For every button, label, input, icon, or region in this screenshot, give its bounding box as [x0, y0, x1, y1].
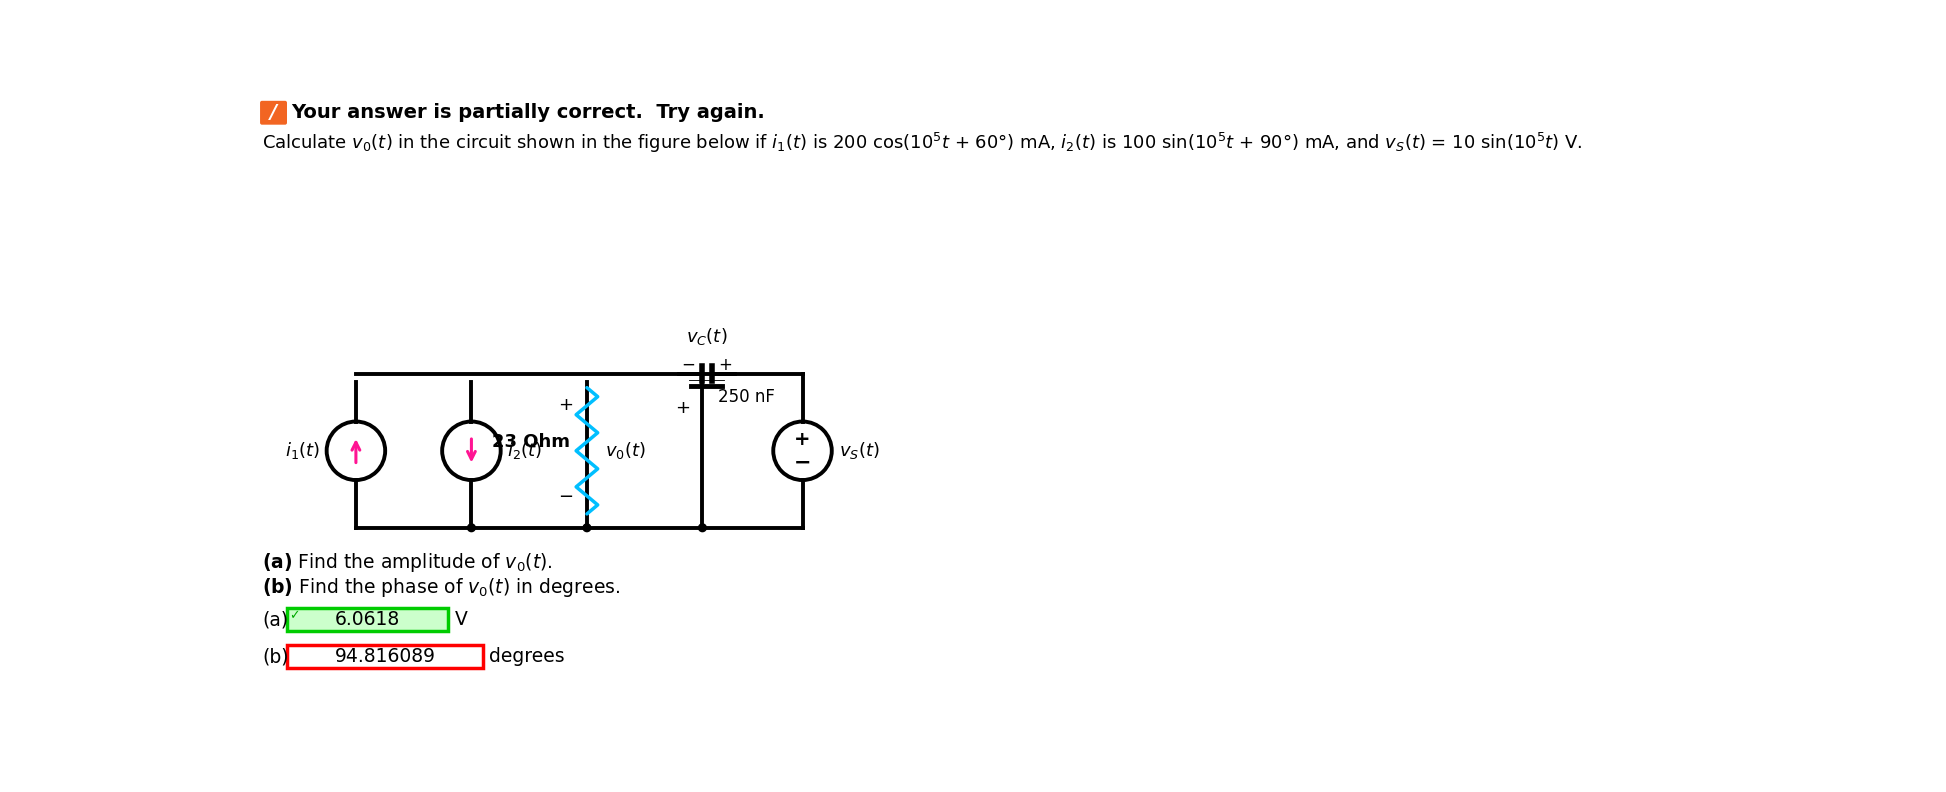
- Text: Calculate $v_0(t)$ in the circuit shown in the figure below if $i_1(t)$ is 200 c: Calculate $v_0(t)$ in the circuit shown …: [263, 131, 1582, 154]
- Text: +: +: [794, 430, 811, 449]
- Text: 94.816089: 94.816089: [335, 647, 436, 666]
- Text: +: +: [718, 356, 732, 374]
- Text: 250 nF: 250 nF: [718, 388, 775, 406]
- Text: −: −: [794, 452, 811, 473]
- Text: degrees: degrees: [488, 647, 564, 666]
- FancyBboxPatch shape: [286, 608, 448, 631]
- Text: $v_0(t)$: $v_0(t)$: [605, 440, 646, 461]
- Text: +: +: [559, 395, 572, 413]
- Text: $\mathbf{(a)}$ Find the amplitude of $v_0(t)$.: $\mathbf{(a)}$ Find the amplitude of $v_…: [263, 551, 553, 574]
- Text: $i_2(t)$: $i_2(t)$: [506, 440, 541, 461]
- Circle shape: [584, 370, 592, 378]
- FancyBboxPatch shape: [261, 101, 286, 124]
- Circle shape: [467, 524, 475, 531]
- Text: $i_1(t)$: $i_1(t)$: [286, 440, 321, 461]
- Circle shape: [467, 370, 475, 378]
- Text: −: −: [559, 488, 572, 506]
- Circle shape: [584, 524, 592, 531]
- Text: $v_S(t)$: $v_S(t)$: [839, 440, 880, 461]
- Text: 6.0618: 6.0618: [335, 610, 401, 629]
- Text: $\mathbf{(b)}$ Find the phase of $v_0(t)$ in degrees.: $\mathbf{(b)}$ Find the phase of $v_0(t)…: [263, 577, 621, 600]
- Text: 23 Ohm: 23 Ohm: [492, 432, 570, 451]
- Text: Your answer is partially correct.  Try again.: Your answer is partially correct. Try ag…: [292, 103, 765, 122]
- FancyBboxPatch shape: [286, 645, 483, 668]
- Text: V: V: [455, 610, 467, 629]
- Text: ✓: ✓: [288, 609, 300, 623]
- Circle shape: [699, 370, 706, 378]
- Text: /: /: [270, 103, 276, 122]
- Text: −: −: [681, 356, 695, 374]
- Text: +: +: [675, 399, 691, 417]
- Text: $v_C(t)$: $v_C(t)$: [687, 326, 728, 347]
- Text: (a): (a): [263, 611, 288, 630]
- Text: (b): (b): [263, 648, 288, 667]
- Circle shape: [699, 524, 706, 531]
